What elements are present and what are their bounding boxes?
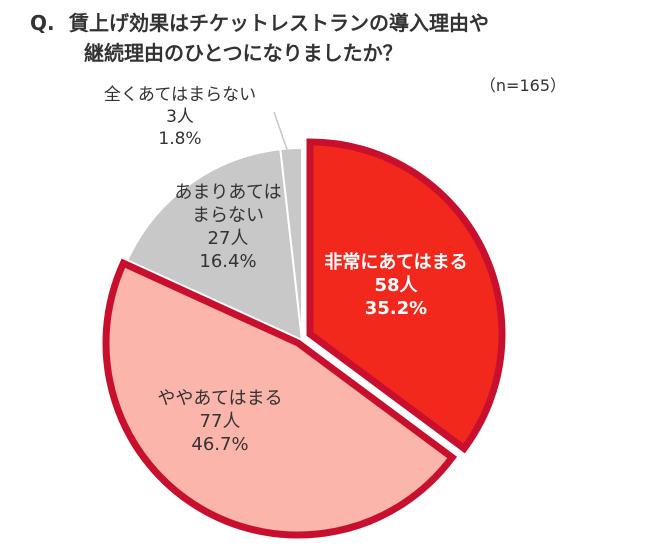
pie-slice bbox=[102, 258, 458, 539]
leader-line bbox=[273, 111, 291, 159]
question-prefix: Q. bbox=[30, 11, 55, 35]
pie-slices bbox=[102, 138, 506, 539]
slice-label: 非常にあてはまる bbox=[324, 251, 467, 273]
chart-title: Q. 賃上げ効果はチケットレストランの導入理由や 継続理由のひとつになりましたか… bbox=[30, 8, 630, 68]
slice-label: ややあてはまる bbox=[157, 388, 282, 409]
pie-slice bbox=[126, 148, 304, 342]
question-line-2: 継続理由のひとつになりましたか？ bbox=[84, 41, 403, 65]
slice-label: まらない bbox=[192, 205, 264, 226]
slice-percent: 1.8% bbox=[158, 129, 201, 149]
slice-label: あまりあては bbox=[174, 182, 281, 203]
sample-size-note: （n=165） bbox=[479, 76, 566, 95]
slice-count: 27人 bbox=[208, 228, 249, 249]
slice-count: 77人 bbox=[200, 411, 241, 432]
slice-count: 58人 bbox=[374, 275, 418, 296]
pie-slice bbox=[279, 146, 303, 341]
slice-percent: 16.4% bbox=[199, 251, 256, 272]
pie-slice bbox=[306, 138, 506, 454]
question-line-1: 賃上げ効果はチケットレストランの導入理由や bbox=[68, 11, 489, 35]
slice-label: 全くあてはまらない bbox=[104, 85, 256, 105]
slice-percent: 46.7% bbox=[191, 434, 248, 455]
slice-count: 3人 bbox=[166, 107, 194, 127]
slice-percent: 35.2% bbox=[365, 298, 427, 319]
